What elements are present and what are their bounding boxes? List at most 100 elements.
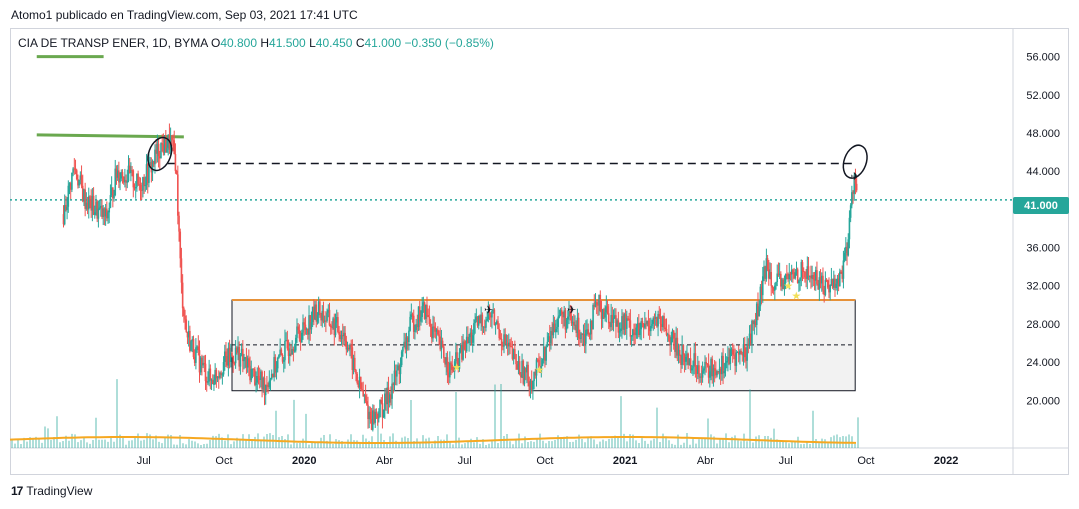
candle-body (424, 304, 427, 319)
candle-body (461, 344, 463, 360)
candle-body (727, 357, 729, 362)
candle-body (793, 274, 795, 279)
candle-body (485, 320, 487, 328)
candle-body (459, 344, 462, 353)
candle-body (717, 371, 720, 373)
candle-body (761, 276, 764, 296)
candle-body (362, 390, 364, 397)
candle-body (837, 278, 840, 287)
candle-body (698, 365, 700, 377)
candle-body (308, 315, 310, 335)
candle-body (658, 314, 661, 317)
candle-body (79, 175, 82, 180)
candle-body (641, 321, 644, 324)
candle-body (398, 365, 401, 375)
x-tick-label: Jul (458, 455, 472, 467)
candle-body (297, 326, 299, 330)
candle-body (798, 280, 800, 284)
candle-body (530, 380, 533, 390)
candle-body (435, 329, 438, 332)
candle-body (280, 349, 283, 355)
candle-body (775, 281, 777, 286)
x-tick-label: Jul (137, 455, 151, 467)
candle-body (393, 370, 396, 386)
candle-body (656, 317, 658, 327)
candle-body (563, 310, 565, 318)
candle-body (742, 344, 745, 356)
candle-body (592, 304, 594, 330)
tradingview-brand[interactable]: 17 TradingView (11, 484, 92, 498)
candle-body (830, 279, 833, 286)
candle-body (78, 179, 80, 186)
candle-body (340, 335, 343, 340)
high-label: H (260, 36, 270, 50)
candle-body (806, 266, 809, 279)
candle-body (93, 212, 96, 215)
candle-body (73, 168, 76, 170)
candle-body (438, 334, 440, 337)
candle-body (256, 375, 259, 383)
candle-body (386, 387, 389, 405)
candle-body (302, 322, 304, 333)
candle-body (593, 304, 596, 307)
candle-body (851, 192, 853, 206)
candle-body (709, 371, 711, 378)
candle-body (409, 316, 411, 331)
chart-frame[interactable] (10, 28, 1069, 475)
candle-body (536, 359, 539, 361)
candle-body (681, 344, 683, 365)
candle-body (267, 385, 269, 388)
candle-body (589, 320, 592, 335)
candle-body (333, 318, 336, 336)
candle-body (576, 317, 579, 334)
candle-body (232, 356, 235, 363)
candle-body (458, 352, 461, 369)
candle-body (296, 326, 298, 338)
candle-body (75, 170, 78, 180)
candle-body (677, 349, 680, 356)
candle-body (848, 217, 851, 240)
candle-body (826, 280, 829, 288)
candle-body (725, 361, 728, 363)
candle-body (737, 351, 740, 355)
candle-body (246, 358, 249, 368)
candle-body (245, 357, 248, 368)
candle-body (831, 279, 834, 288)
candle-body (84, 189, 86, 209)
candle-body (151, 160, 154, 173)
candle-body (740, 350, 742, 355)
candle-body (160, 143, 162, 159)
candle-body (669, 340, 671, 346)
candle-body (619, 328, 622, 331)
candle-body (754, 321, 757, 325)
candle-body (86, 202, 89, 210)
candle-body (504, 334, 507, 345)
candle-body (443, 346, 445, 358)
candle-body (753, 321, 756, 325)
candle-body (651, 324, 653, 326)
candle-body (623, 314, 626, 330)
airplane-marker-icon: ✈ (567, 305, 576, 317)
candle-body (328, 309, 331, 326)
candle-body (521, 360, 523, 378)
candle-body (173, 140, 176, 155)
candle-body (722, 355, 724, 374)
candle-body (402, 346, 404, 352)
candle-body (72, 168, 74, 173)
candle-body (455, 352, 457, 362)
candle-body (417, 306, 420, 328)
x-tick-label: Oct (215, 455, 232, 467)
candle-body (568, 311, 570, 317)
candle-body (456, 352, 458, 358)
candle-body (89, 196, 91, 200)
candle-body (800, 262, 803, 278)
candle-body (560, 310, 563, 315)
candle-body (609, 323, 611, 328)
publication-info: Atomo1 publicado en TradingView.com, Sep… (11, 8, 358, 22)
candle-body (140, 189, 143, 191)
candle-body (249, 365, 251, 381)
candle-body (403, 341, 405, 347)
candle-body (778, 273, 781, 275)
candle-body (853, 178, 856, 194)
